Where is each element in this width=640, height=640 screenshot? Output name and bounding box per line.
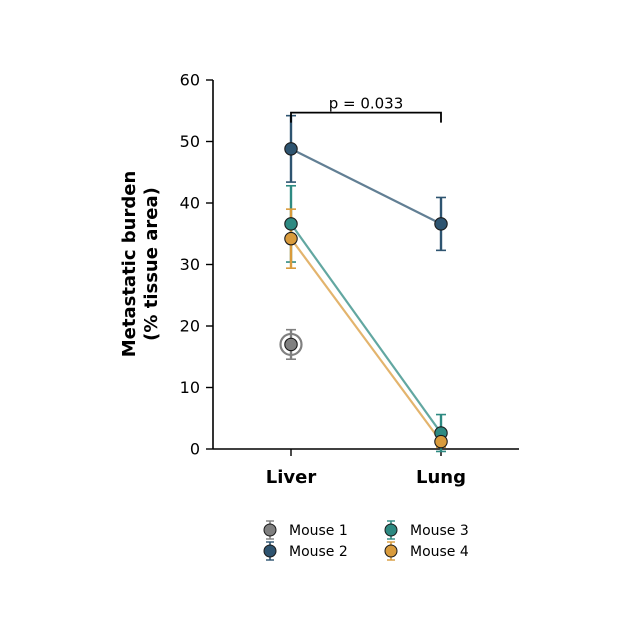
y-tick-label: 60 — [180, 71, 200, 90]
significance-bracket — [290, 111, 442, 123]
legend-marker — [263, 544, 277, 558]
annotations: p = 0.033 — [290, 95, 442, 123]
p-value-label: p = 0.033 — [329, 95, 404, 113]
axes: 0 10 20 30 40 50 60 Liver Lung Metastatic burden(… — [119, 71, 519, 488]
highlight-ring — [279, 332, 303, 357]
x-tick-label: Lung — [416, 467, 466, 488]
legend-label: Mouse 2 — [289, 544, 348, 560]
data-point — [284, 217, 298, 231]
legend-item: Mouse 3 — [384, 520, 469, 540]
legend-item: Mouse 4 — [384, 541, 469, 561]
series-line — [290, 147, 442, 225]
legend-item: Mouse 1 — [263, 520, 348, 540]
error-bars — [286, 114, 446, 453]
legend: Mouse 1 Mouse 2 Mouse 3 Mouse 4 — [263, 520, 469, 561]
legend-label: Mouse 1 — [289, 523, 348, 539]
y-tick-label: 10 — [180, 378, 200, 397]
legend-item: Mouse 2 — [263, 541, 348, 561]
y-tick-label: 0 — [190, 440, 200, 459]
data-points — [279, 142, 448, 449]
y-tick-label: 30 — [180, 255, 200, 274]
legend-marker — [384, 544, 398, 558]
data-point — [284, 231, 298, 246]
series-line — [290, 238, 442, 443]
data-point — [284, 337, 298, 352]
data-point — [434, 217, 448, 231]
y-tick-label: 50 — [180, 132, 200, 151]
series-line — [290, 223, 442, 434]
data-point — [434, 434, 448, 449]
legend-label: Mouse 3 — [410, 523, 469, 539]
legend-marker — [384, 523, 398, 537]
y-tick-label: 20 — [180, 317, 200, 336]
data-point — [284, 142, 298, 156]
y-axis-label: Metastatic burden(% tissue area) — [119, 171, 162, 358]
series-lines — [290, 147, 442, 443]
y-tick-label: 40 — [180, 194, 200, 213]
x-tick-label: Liver — [266, 467, 317, 488]
legend-label: Mouse 4 — [410, 544, 469, 560]
legend-marker — [263, 523, 277, 537]
